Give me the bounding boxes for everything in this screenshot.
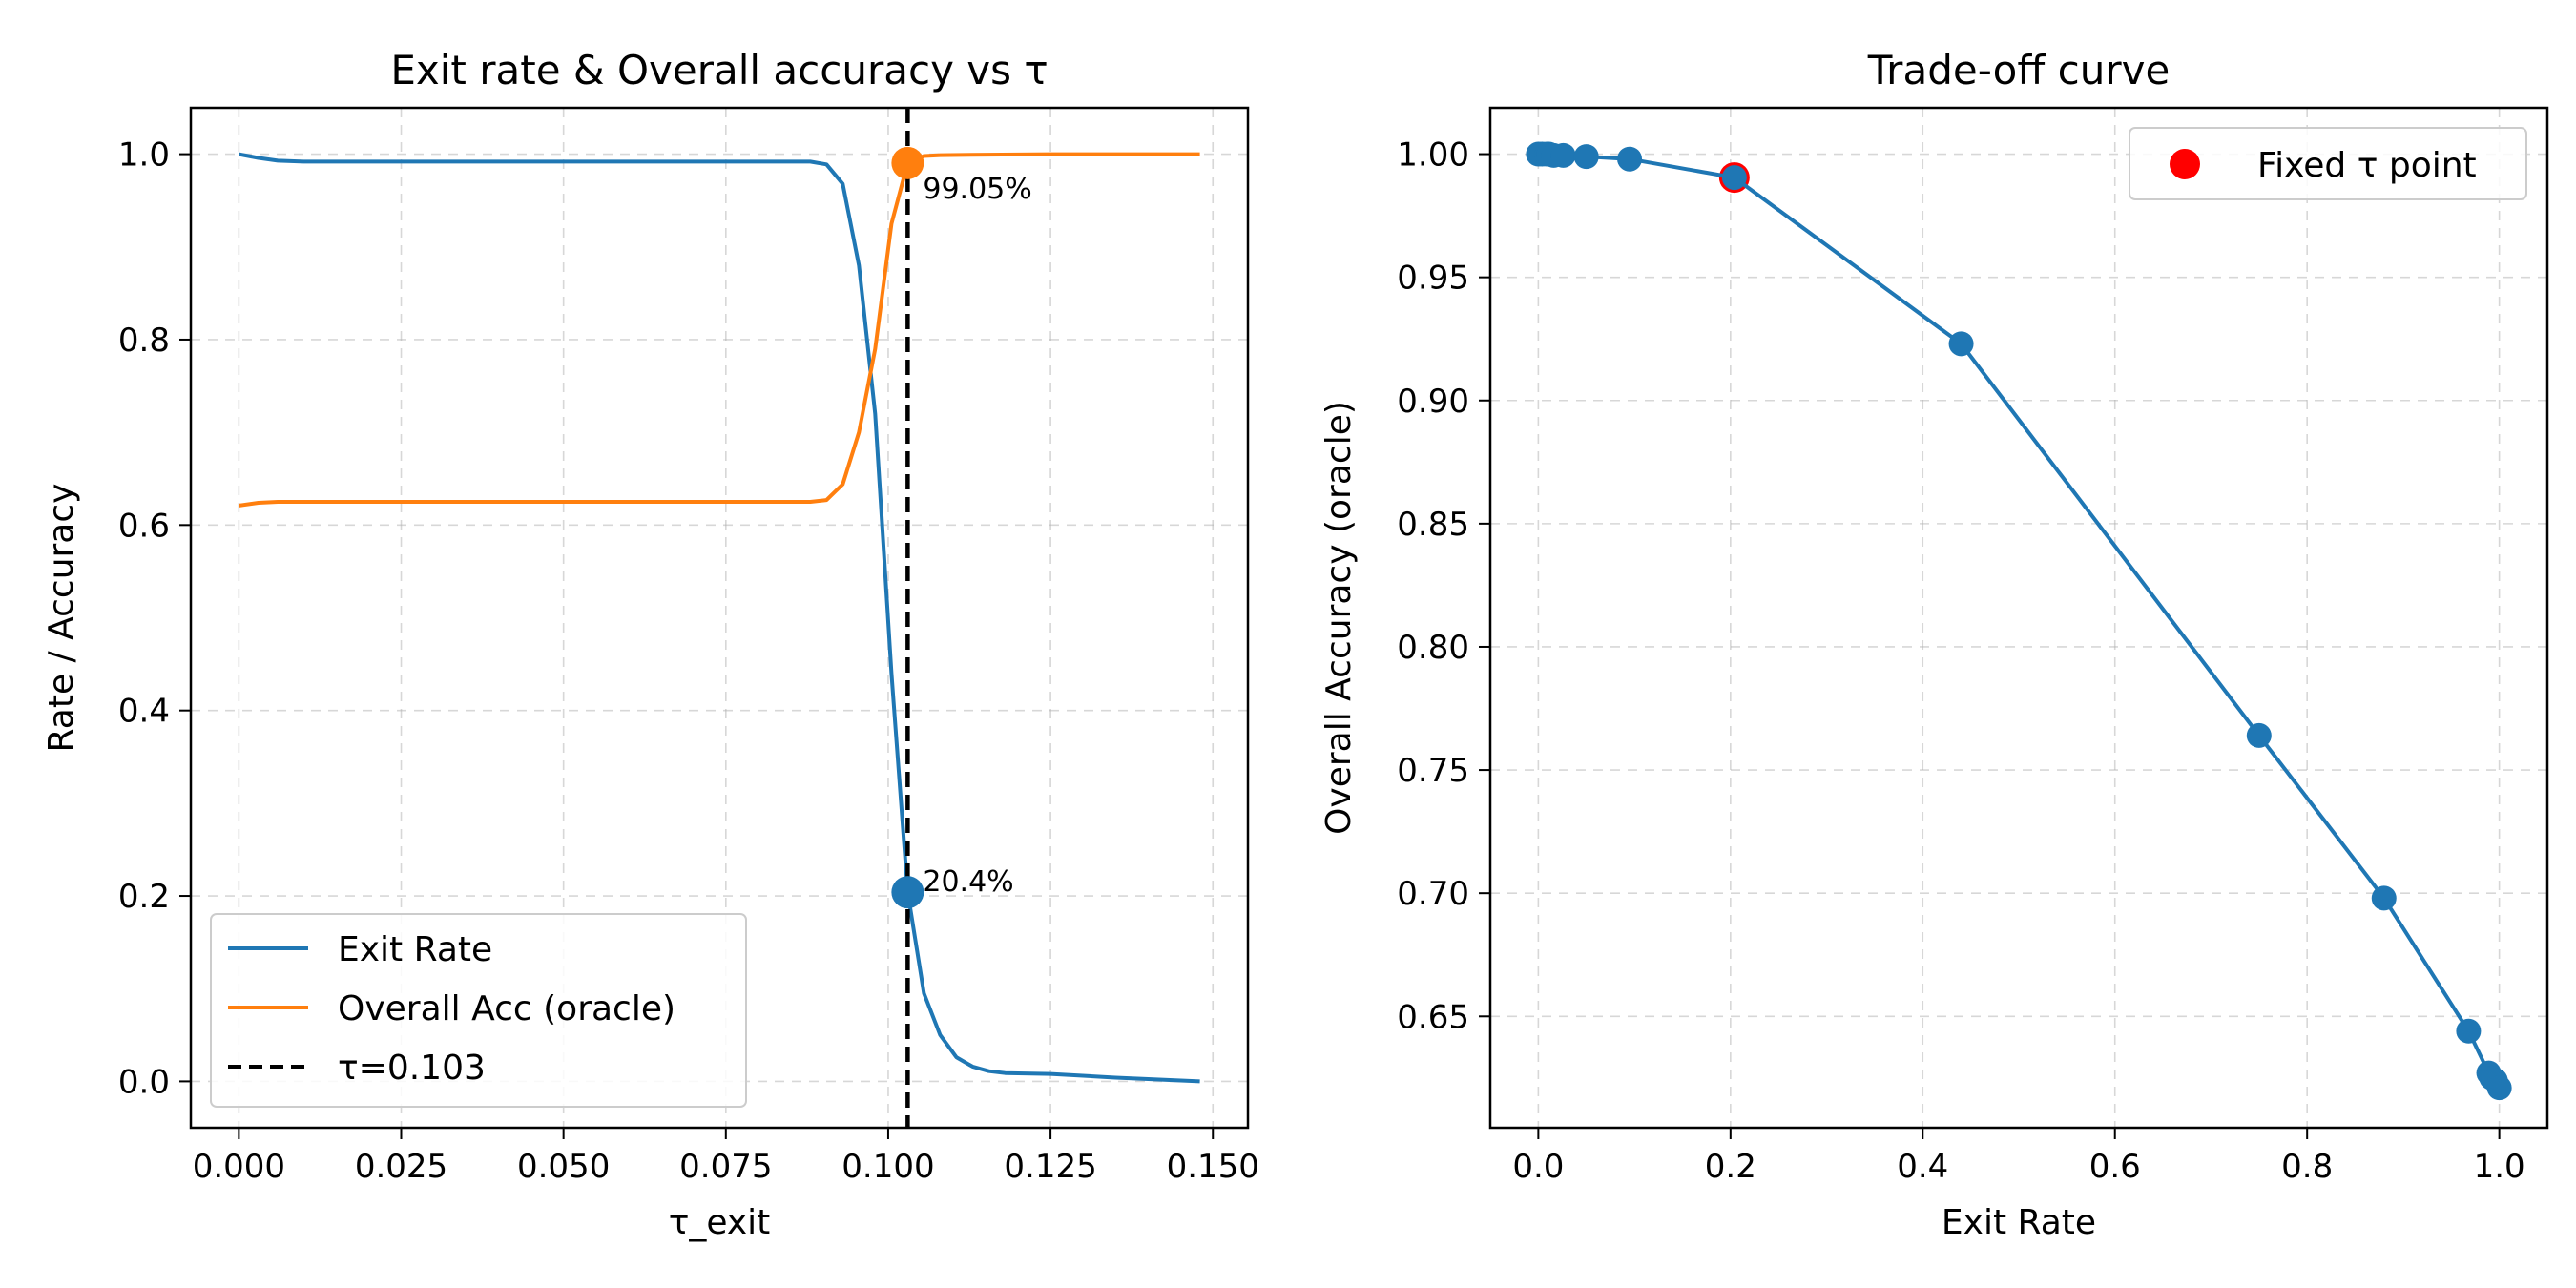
left-x-tick-label-5: 0.125 [1004, 1148, 1096, 1186]
right-axes-frame [1488, 106, 2549, 1130]
tau-marker-1 [891, 876, 924, 909]
right-x-tick-label-5: 1.0 [2474, 1148, 2525, 1186]
legend-label-fixed-point: Fixed τ point [2257, 146, 2477, 185]
left-y-tick-label-2: 0.4 [118, 693, 170, 731]
right-series-point-16 [2486, 1075, 2512, 1101]
legend-label-exit-rate: Exit Rate [338, 930, 492, 969]
right-ticks: 0.0 0.2 0.4 0.6 0.8 1.0 0.65 0.70 0.75 0.80 0.85 0.… [1397, 136, 2524, 1186]
left-y-axis-label: Rate / Accuracy [42, 484, 81, 753]
left-axes-frame [189, 106, 1250, 1130]
right-y-tick-label-4: 0.85 [1397, 506, 1469, 544]
right-series-point-6 [1573, 144, 1599, 170]
right-y-tick-label-0: 0.65 [1397, 998, 1469, 1036]
legend-label-overall-acc: Overall Acc (oracle) [338, 989, 675, 1028]
left-x-tick-label-3: 0.075 [679, 1148, 772, 1186]
right-chart-title: Trade-off curve [1867, 47, 2171, 93]
right-x-tick-label-2: 0.4 [1897, 1148, 1948, 1186]
right-series-point-11 [2371, 885, 2397, 911]
right-x-axis-label: Exit Rate [1942, 1203, 2096, 1242]
left-chart-title: Exit rate & Overall accuracy vs τ [390, 47, 1048, 93]
left-legend-box [210, 913, 747, 1108]
right-y-tick-label-7: 1.00 [1397, 136, 1469, 175]
right-legend: Fixed τ point [2129, 127, 2527, 200]
right-series-point-8 [1721, 165, 1747, 191]
left-series-line-1 [239, 152, 1200, 508]
right-x-tick-label-3: 0.6 [2089, 1148, 2141, 1186]
left-y-tick-label-0: 0.0 [118, 1063, 170, 1101]
tau-marker-0 [891, 146, 924, 179]
right-y-tick-label-6: 0.95 [1397, 260, 1469, 298]
right-plot-area [1526, 141, 2512, 1101]
right-series-point-9 [1948, 331, 1974, 357]
left-x-tick-label-0: 0.000 [193, 1148, 285, 1186]
left-series-line-0 [239, 152, 1200, 1084]
right-series-point-10 [2246, 722, 2272, 748]
right-panel: 0.0 0.2 0.4 0.6 0.8 1.0 0.65 0.70 0.75 0.80 0.85 0.… [1319, 47, 2549, 1242]
right-series-point-7 [1617, 146, 1643, 172]
left-y-tick-label-4: 0.8 [118, 322, 170, 360]
left-plot-area [239, 108, 1200, 1128]
left-y-tick-label-3: 0.6 [118, 507, 170, 545]
right-x-tick-label-4: 0.8 [2281, 1148, 2333, 1186]
right-y-tick-label-1: 0.70 [1397, 875, 1469, 913]
right-grid [1490, 108, 2547, 1128]
tau-marker-label-1: 20.4% [923, 865, 1013, 899]
left-x-tick-label-1: 0.025 [355, 1148, 447, 1186]
right-series-point-12 [2456, 1018, 2482, 1044]
right-y-tick-label-2: 0.75 [1397, 752, 1469, 790]
right-legend-box [2129, 127, 2527, 200]
right-y-axis-label: Overall Accuracy (oracle) [1319, 401, 1359, 835]
left-y-tick-label-1: 0.2 [118, 878, 170, 916]
left-y-tick-label-5: 1.0 [118, 136, 170, 175]
right-x-tick-label-1: 0.2 [1705, 1148, 1756, 1186]
left-x-axis-label: τ_exit [669, 1203, 771, 1242]
right-series-point-5 [1550, 142, 1576, 168]
left-x-tick-label-4: 0.100 [841, 1148, 934, 1186]
legend-swatch-fixed-point [2170, 149, 2200, 179]
right-x-tick-label-0: 0.0 [1512, 1148, 1564, 1186]
left-x-tick-label-6: 0.150 [1167, 1148, 1259, 1186]
left-legend: Exit Rate Overall Acc (oracle) τ=0.103 [210, 913, 747, 1108]
legend-label-tau-line: τ=0.103 [338, 1049, 486, 1088]
right-y-tick-label-3: 0.80 [1397, 629, 1469, 667]
left-x-tick-label-2: 0.050 [517, 1148, 610, 1186]
tau-marker-label-0: 99.05% [923, 173, 1031, 206]
right-y-tick-label-5: 0.90 [1397, 383, 1469, 421]
left-panel: 0.000 0.025 0.050 0.075 0.100 0.125 0.150 0.0 0.… [42, 47, 1259, 1242]
left-ticks: 0.000 0.025 0.050 0.075 0.100 0.125 0.150 0.0 0.… [118, 136, 1259, 1186]
